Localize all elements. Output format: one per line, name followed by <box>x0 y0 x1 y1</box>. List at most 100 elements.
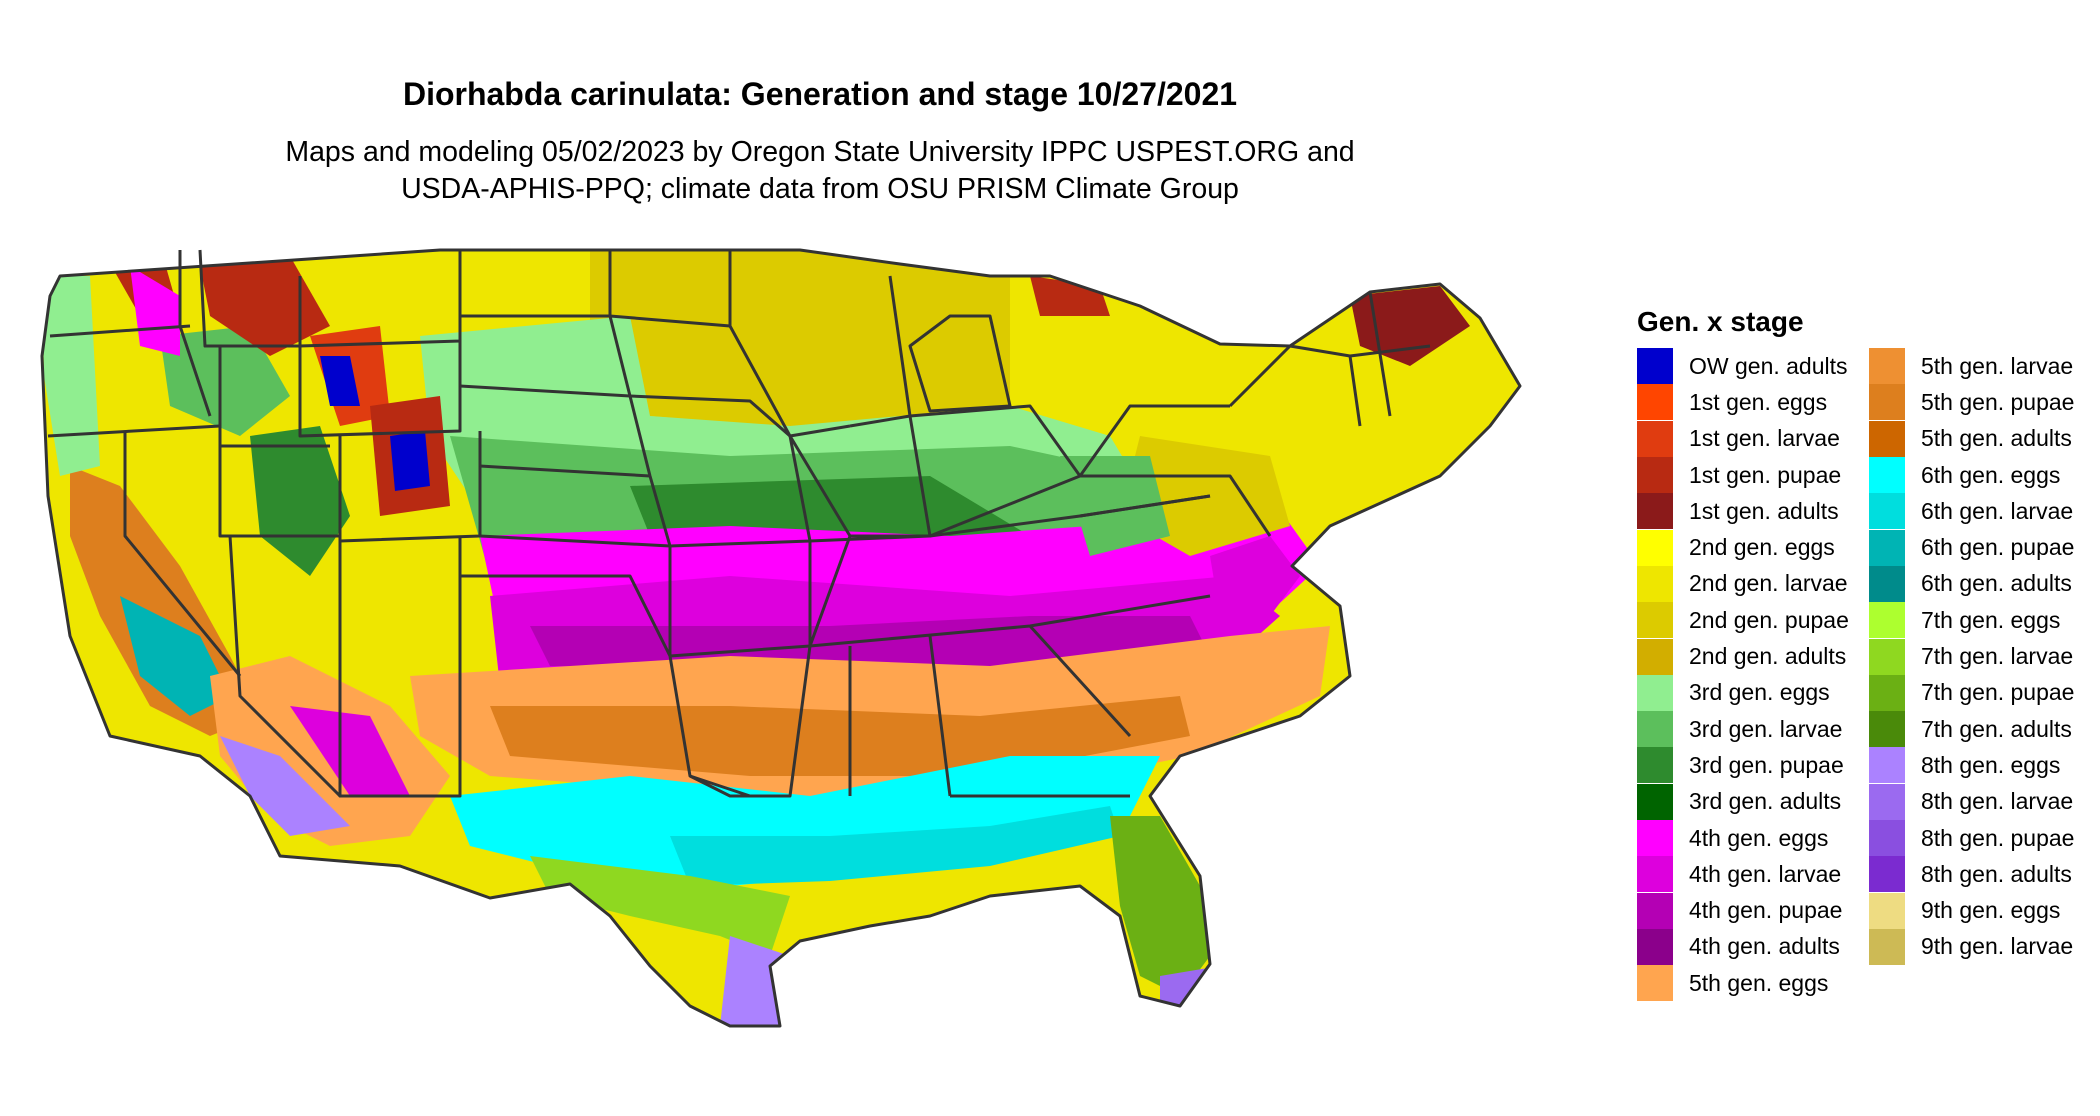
legend-swatch <box>1869 529 1905 566</box>
legend-swatch <box>1869 892 1905 929</box>
legend-title: Gen. x stage <box>1637 306 1804 337</box>
legend-swatch <box>1869 856 1905 893</box>
legend-item: 1st gen. pupae <box>1637 457 1869 494</box>
zone-gen8-larvae-florida <box>1160 966 1220 1026</box>
zone-gen3-larvae-ohio <box>1060 456 1170 556</box>
border-oh <box>909 404 1082 538</box>
legend-label: 5th gen. pupae <box>1921 388 2075 415</box>
legend-label: 3rd gen. adults <box>1689 788 1842 815</box>
zone-gen4-virginia <box>1210 536 1300 616</box>
legend-column-2: 5th gen. larvae 5th gen. pupae 5th gen. ad… <box>1869 348 2074 1001</box>
legend-item: 3rd gen. adults <box>1637 783 1869 820</box>
zone-gen7-pupae-florida <box>1110 816 1210 996</box>
legend-item: OW gen. adults <box>1637 348 1869 385</box>
legend-swatch <box>1637 565 1673 602</box>
border-in <box>849 414 932 538</box>
legend-label: 7th gen. larvae <box>1921 643 2074 670</box>
legend-item: 8th gen. larvae <box>1869 783 2074 820</box>
zone-gen6-larvae <box>670 806 1120 886</box>
legend-swatch <box>1637 602 1673 639</box>
legend-swatch <box>1637 674 1673 711</box>
legend-item: 6th gen. larvae <box>1869 493 2074 530</box>
legend-label: 4th gen. eggs <box>1689 824 1829 851</box>
legend-label: 5th gen. larvae <box>1921 352 2074 379</box>
legend-swatch <box>1869 711 1905 748</box>
legend-item: 5th gen. larvae <box>1869 348 2074 385</box>
legend-label: 9th gen. larvae <box>1921 933 2074 960</box>
legend-swatch <box>1637 493 1673 530</box>
legend-label: 9th gen. eggs <box>1921 897 2061 924</box>
legend-swatch <box>1637 783 1673 820</box>
legend-swatch <box>1869 638 1905 675</box>
legend-swatch <box>1869 674 1905 711</box>
legend-label: 1st gen. adults <box>1689 497 1839 524</box>
zone-gen1-montana <box>200 256 330 356</box>
border-vt-nh <box>1349 344 1431 358</box>
state-borders <box>40 248 1522 1028</box>
border-al-ga <box>928 635 952 797</box>
border-sd-ne <box>459 384 631 398</box>
border-ne-ks <box>479 464 651 478</box>
border-id-mt <box>198 249 300 348</box>
border-ia-mo <box>629 394 791 438</box>
border-wa-or <box>49 324 191 338</box>
legend-swatch <box>1637 747 1673 784</box>
legend-item: 8th gen. pupae <box>1869 820 2074 856</box>
legend-swatch <box>1869 783 1905 820</box>
legend-label: 2nd gen. eggs <box>1689 534 1835 561</box>
legend-label: 8th gen. adults <box>1921 860 2072 887</box>
border-pa-ny <box>1078 404 1230 477</box>
legend-swatch <box>1869 928 1905 965</box>
zone-gen3-eggs-coast <box>42 276 100 476</box>
legend-label: 8th gen. pupae <box>1921 824 2075 851</box>
border-or-ca-nv <box>47 424 221 438</box>
legend-swatch <box>1637 928 1673 965</box>
zone-gen3-larvae-idaho <box>160 326 290 436</box>
legend-item: 9th gen. larvae <box>1869 928 2074 965</box>
legend-item: 9th gen. eggs <box>1869 892 2074 929</box>
legend-item: 1st gen. larvae <box>1637 420 1869 457</box>
border-la <box>689 645 812 798</box>
legend-label: 1st gen. pupae <box>1689 461 1842 488</box>
legend-swatch <box>1869 820 1905 856</box>
zone-gen6-california <box>120 596 230 716</box>
legend-label: 8th gen. eggs <box>1921 751 2061 778</box>
border-mi-wi <box>888 275 912 417</box>
legend-item: 5th gen. eggs <box>1637 965 1869 1002</box>
legend-label: 2nd gen. pupae <box>1689 606 1849 633</box>
legend-label: 3rd gen. pupae <box>1689 751 1844 778</box>
legend-item: 3rd gen. pupae <box>1637 747 1869 784</box>
legend-item: 7th gen. eggs <box>1869 602 2074 639</box>
map-title: Diorhabda carinulata: Generation and sta… <box>402 76 1238 112</box>
legend-label: 4th gen. larvae <box>1689 860 1842 887</box>
legend-swatch <box>1869 602 1905 639</box>
zone-gen8-eggs-texas <box>720 936 790 1026</box>
legend-swatch <box>1869 348 1905 385</box>
border-ny-ne <box>1228 344 1362 427</box>
legend-swatch <box>1637 711 1673 748</box>
zone-gen4-washington <box>130 266 180 356</box>
legend-swatch <box>1637 457 1673 494</box>
legend-item: 6th gen. pupae <box>1869 529 2074 566</box>
us-outline <box>40 248 1522 1028</box>
zone-gen4-southwest <box>290 706 410 796</box>
legend-swatch <box>1869 384 1905 421</box>
legend: Gen. x stage OW gen. adults 1st gen. eggs… <box>1637 306 2074 1002</box>
subtitle-line-2: USDA-APHIS-PPQ; climate data from OSU PR… <box>401 173 1239 205</box>
border-nh-me <box>1368 291 1392 417</box>
border-wa-id <box>178 250 212 417</box>
legend-item: 5th gen. pupae <box>1869 384 2075 421</box>
subtitle-line-1: Maps and modeling 05/02/2023 by Oregon S… <box>285 136 1355 168</box>
legend-item: 5th gen. adults <box>1869 420 2074 457</box>
zone-ow-colorado <box>390 431 430 491</box>
legend-label: 2nd gen. adults <box>1689 643 1847 670</box>
legend-item: 7th gen. larvae <box>1869 638 2074 675</box>
legend-swatch <box>1637 856 1673 893</box>
zone-ow-wyoming <box>320 356 360 406</box>
legend-swatch <box>1637 638 1673 675</box>
border-wv-va <box>1079 494 1211 518</box>
legend-swatch <box>1637 820 1673 856</box>
legend-label: 6th gen. eggs <box>1921 461 2061 488</box>
legend-item: 7th gen. pupae <box>1869 674 2074 711</box>
legend-item: 1st gen. adults <box>1637 493 1869 530</box>
